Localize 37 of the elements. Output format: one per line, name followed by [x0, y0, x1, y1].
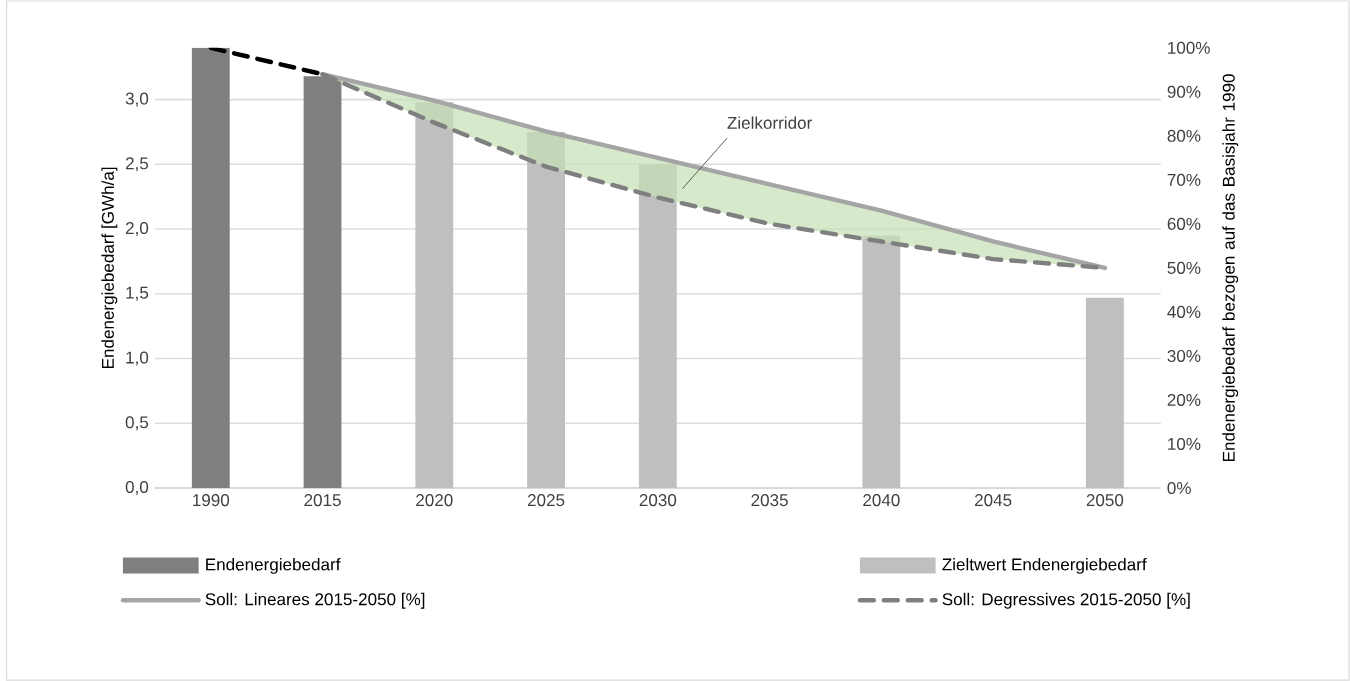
x-tick-label: 2040: [863, 493, 900, 507]
annotation: Zielkorridor: [727, 116, 812, 129]
bar: [415, 102, 454, 488]
y-tick-label: 0,5: [125, 416, 149, 431]
legend-label: Endenergiebedarf: [206, 557, 341, 574]
y-tick-label: 3,0: [125, 92, 149, 107]
y2-tick-label: 100%: [1168, 41, 1210, 54]
legend-label: Soll: Degressives 2015-2050 [%]: [942, 592, 1190, 609]
y2-tick-label: 60%: [1167, 217, 1201, 230]
y2-tick-label: 50%: [1167, 261, 1201, 274]
y2-axis-title: Endenergiebedarf bezogen auf das Basisjahr 1990: [1222, 74, 1239, 461]
y2-tick-label: 10%: [1168, 437, 1201, 450]
y-tick-label: 1,5: [126, 286, 149, 301]
x-tick-label: 2045: [975, 493, 1012, 507]
x-tick-label: 2030: [639, 493, 677, 507]
y-tick-label: 0,0: [125, 480, 149, 495]
y2-tick-label: 70%: [1167, 173, 1201, 186]
y2-tick-label: 30%: [1167, 349, 1201, 362]
y2-tick-label: 40%: [1167, 305, 1201, 318]
bar: [1085, 297, 1124, 488]
x-tick-label: 2020: [416, 493, 453, 507]
y-axis-title: Endenergiebedarf [GWh/a]: [101, 167, 118, 368]
x-tick-label: 2050: [1086, 493, 1124, 507]
y-tick-label: 2,5: [125, 157, 149, 172]
x-tick-label: 2015: [304, 493, 341, 507]
legend-label: Soll: Lineares 2015-2050 [%]: [205, 592, 425, 609]
y2-tick-label: 0%: [1167, 481, 1191, 494]
y2-tick-label: 90%: [1167, 85, 1201, 98]
bar: [527, 131, 565, 488]
y-tick-label: 2,0: [125, 221, 149, 237]
y2-tick-label: 20%: [1167, 393, 1201, 406]
y-tick-label: 1,0: [126, 351, 149, 366]
x-tick-label: 2035: [751, 493, 788, 507]
legend-label: Zieltwert Endenergiebedarf: [942, 557, 1147, 574]
x-tick-label: 1990: [193, 493, 230, 507]
y2-tick-label: 80%: [1167, 129, 1201, 142]
x-tick-label: 2025: [527, 493, 565, 507]
